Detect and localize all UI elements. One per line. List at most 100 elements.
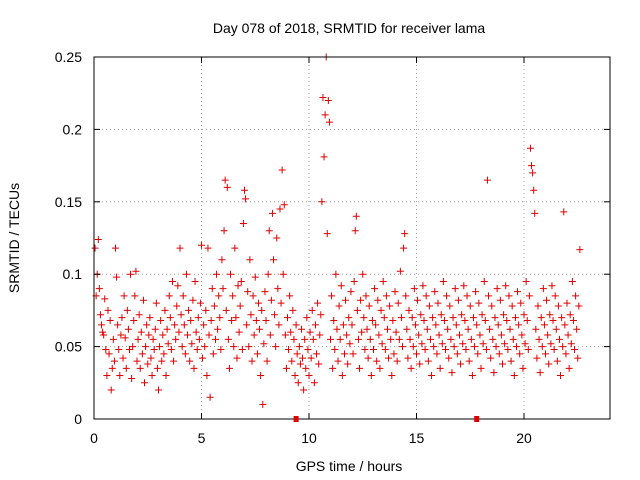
data-point — [574, 354, 582, 362]
data-point — [354, 335, 362, 343]
plot-frame — [93, 56, 611, 420]
data-point — [512, 343, 520, 351]
data-point — [492, 343, 500, 351]
data-point — [191, 277, 199, 285]
data-point — [178, 343, 186, 351]
data-point — [544, 331, 552, 339]
data-point — [399, 343, 407, 351]
data-point — [380, 314, 388, 322]
data-point — [478, 311, 486, 319]
data-point — [133, 357, 141, 365]
data-point — [285, 345, 293, 353]
data-point — [168, 277, 176, 285]
data-point — [95, 285, 103, 293]
data-point — [317, 311, 325, 319]
data-point — [274, 285, 282, 293]
data-point — [576, 246, 584, 254]
data-point — [362, 292, 370, 300]
data-point — [251, 273, 259, 281]
data-point — [439, 277, 447, 285]
data-point — [289, 306, 297, 314]
data-point — [358, 328, 366, 336]
data-point — [454, 296, 462, 304]
data-point — [350, 277, 358, 285]
data-point — [162, 372, 170, 380]
data-point — [552, 325, 560, 333]
data-point — [374, 296, 382, 304]
data-point — [202, 306, 210, 314]
data-point — [106, 317, 114, 325]
data-point — [391, 288, 399, 296]
data-point — [206, 393, 214, 401]
data-point — [468, 372, 476, 380]
x-tick-label: 5 — [198, 430, 206, 446]
data-point — [443, 292, 451, 300]
data-point — [287, 328, 295, 336]
data-point — [107, 386, 115, 394]
data-point — [225, 364, 233, 372]
data-point — [490, 369, 498, 377]
data-point — [108, 364, 116, 372]
data-point — [359, 270, 367, 278]
data-point — [388, 372, 396, 380]
data-point — [144, 360, 152, 368]
data-point — [572, 292, 580, 300]
data-point — [296, 360, 304, 368]
axis-marker — [293, 416, 299, 422]
data-point — [461, 317, 469, 325]
data-point — [372, 321, 380, 329]
data-point — [428, 372, 436, 380]
data-point — [127, 270, 135, 278]
data-point — [514, 288, 522, 296]
data-point — [321, 111, 329, 119]
data-point — [476, 331, 484, 339]
data-point — [360, 314, 368, 322]
y-tick-label: 0.15 — [55, 194, 82, 210]
data-point — [557, 372, 565, 380]
data-point — [193, 345, 201, 353]
data-point — [410, 285, 418, 293]
data-point — [575, 302, 583, 310]
data-point — [248, 357, 256, 365]
data-point — [313, 350, 321, 358]
data-point — [542, 350, 549, 358]
data-point — [121, 334, 129, 342]
data-point — [509, 335, 517, 343]
data-point — [531, 209, 539, 217]
data-point — [432, 321, 440, 329]
data-point — [535, 335, 543, 343]
data-point — [299, 354, 307, 362]
data-point — [231, 244, 239, 252]
y-axis-label: SRMTID / TECUs — [6, 183, 22, 293]
data-point — [104, 306, 112, 314]
data-point — [349, 350, 357, 358]
data-point — [449, 314, 457, 322]
data-point — [564, 331, 572, 339]
data-point — [187, 317, 195, 325]
data-point — [254, 299, 262, 307]
data-point — [555, 335, 563, 343]
data-point — [442, 345, 450, 353]
data-point — [434, 299, 442, 307]
data-point — [407, 364, 415, 372]
data-point — [479, 340, 487, 348]
data-point — [319, 94, 327, 102]
data-point — [190, 364, 198, 372]
data-point — [243, 321, 251, 329]
data-point — [209, 350, 217, 358]
data-point — [258, 306, 266, 314]
data-point — [199, 354, 207, 362]
data-point — [525, 292, 533, 300]
data-point — [486, 325, 494, 333]
data-point — [351, 227, 359, 235]
data-point — [464, 325, 472, 333]
data-point — [236, 302, 244, 310]
data-point — [343, 331, 351, 339]
data-point — [306, 328, 314, 336]
data-point — [252, 317, 260, 325]
data-point — [181, 350, 189, 358]
data-point — [174, 282, 182, 290]
data-point — [411, 321, 419, 329]
data-point — [467, 335, 475, 343]
data-point — [196, 299, 204, 307]
